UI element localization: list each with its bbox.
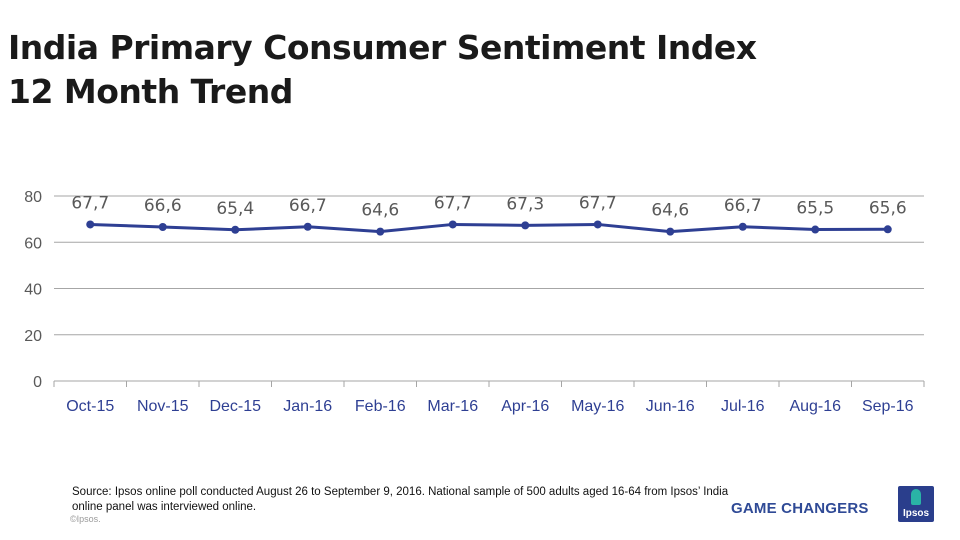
source-note: Source: Ipsos online poll conducted Augu…: [72, 486, 729, 513]
x-tick-label: Dec-15: [209, 398, 261, 415]
data-label: 67,7: [579, 193, 617, 213]
data-point: [376, 227, 385, 236]
title-line-1: India Primary Consumer Sentiment Index: [8, 28, 757, 67]
x-tick-label: Apr-16: [501, 398, 549, 415]
data-point: [883, 225, 892, 234]
brand-tagline: GAME CHANGERS: [731, 500, 869, 517]
title-line-2: 12 Month Trend: [8, 72, 293, 111]
data-point: [448, 220, 457, 229]
y-tick-label: 60: [24, 235, 42, 252]
copyright: ©Ipsos.: [70, 514, 101, 524]
data-label: 67,7: [71, 193, 109, 213]
x-tick-label: Oct-15: [66, 398, 114, 415]
x-tick-label: Jul-16: [721, 398, 765, 415]
x-tick-label: Aug-16: [789, 398, 841, 415]
y-tick-label: 40: [24, 282, 42, 299]
y-tick-label: 20: [24, 328, 42, 345]
data-point: [231, 225, 240, 234]
data-point: [158, 222, 167, 231]
axes: 0 20 40 60 80 Oct-15 Nov-15 Dec-15 Jan-16 Feb-16 M…: [24, 189, 925, 415]
data-label: 67,7: [434, 193, 472, 213]
data-labels: 67,7 66,6 65,4 66,7 64,6 67,7 67,3 67,7 64,6 66,7…: [71, 193, 906, 220]
data-point: [593, 220, 602, 229]
series-line: [90, 222, 888, 234]
series: [86, 220, 892, 236]
line-chart: 0 20 40 60 80 Oct-15 Nov-15 Dec-15 Jan-16 Feb-16 M…: [24, 189, 925, 415]
data-point: [86, 220, 95, 229]
data-label: 67,3: [506, 194, 544, 214]
data-label: 65,4: [216, 199, 254, 219]
logo-mark-icon: [911, 489, 921, 505]
y-tick-label: 0: [33, 374, 42, 391]
ipsos-logo: Ipsos: [898, 486, 934, 522]
x-tick-label: Feb-16: [355, 398, 406, 415]
data-point: [666, 227, 675, 236]
data-label: 64,6: [361, 201, 399, 221]
x-tick-label: Jan-16: [283, 398, 332, 415]
x-tick-label: Nov-15: [137, 398, 189, 415]
x-tick-label: Jun-16: [646, 398, 695, 415]
page-title: India Primary Consumer Sentiment Index 1…: [8, 26, 757, 114]
data-point: [303, 222, 312, 231]
data-label: 65,6: [869, 198, 907, 218]
data-point: [738, 222, 747, 231]
data-label: 66,6: [144, 196, 182, 216]
data-label: 65,5: [796, 199, 834, 219]
logo-text: Ipsos: [902, 508, 930, 519]
data-label: 64,6: [651, 201, 689, 221]
y-tick-label: 80: [24, 189, 42, 206]
data-label: 66,7: [289, 196, 327, 216]
x-tick-label: May-16: [571, 398, 624, 415]
data-label: 66,7: [724, 196, 762, 216]
x-tick-label: Mar-16: [427, 398, 478, 415]
data-point: [521, 221, 530, 230]
data-point: [811, 225, 820, 234]
x-tick-label: Sep-16: [862, 398, 914, 415]
